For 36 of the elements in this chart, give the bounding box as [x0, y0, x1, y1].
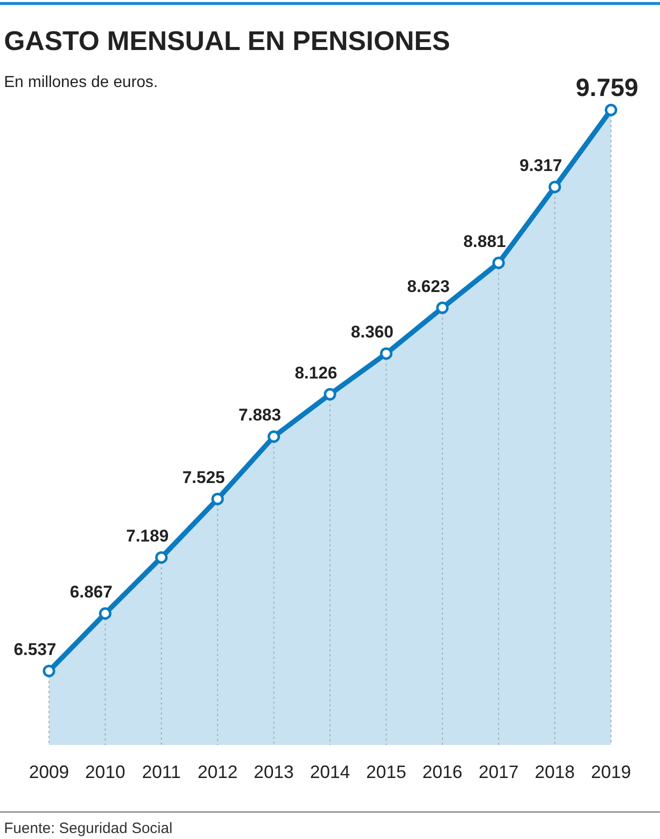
- data-label: 7.189: [126, 526, 169, 546]
- x-tick-label: 2015: [366, 762, 406, 782]
- point: [492, 256, 505, 270]
- data-label: 7.525: [182, 468, 225, 487]
- data-label: 8.623: [407, 276, 450, 296]
- point: [436, 302, 449, 314]
- point: [324, 388, 336, 401]
- x-tick-label: 2012: [198, 762, 238, 782]
- data-label: 8.360: [350, 322, 394, 342]
- data-label: 8.126: [294, 363, 338, 382]
- chart-subtitle: En millones de euros.: [4, 74, 158, 91]
- point: [268, 430, 280, 443]
- data-label: 6.867: [70, 582, 112, 602]
- data-label: 9.317: [520, 156, 562, 175]
- data-label: 7.883: [238, 406, 282, 425]
- x-tick-label: 2013: [254, 762, 294, 782]
- x-tick-label: 2011: [142, 762, 181, 782]
- x-tick-label: 2009: [28, 762, 70, 782]
- x-tick-label: 2017: [478, 762, 519, 782]
- x-tick-label: 2018: [534, 762, 575, 782]
- point: [380, 347, 392, 360]
- point: [604, 104, 618, 116]
- x-tick-label: 2016: [422, 762, 462, 782]
- x-tick-label: 2010: [85, 762, 126, 782]
- point: [98, 607, 112, 620]
- point: [42, 664, 56, 678]
- data-label: 8.881: [463, 232, 506, 251]
- annotation: Fuente: Seguridad Social: [4, 820, 172, 837]
- point: [211, 492, 224, 506]
- point: [548, 180, 562, 194]
- chart-title: GASTO MENSUAL EN PENSIONES: [4, 26, 450, 56]
- data-label: 6.537: [14, 640, 56, 659]
- data-label: 9.759: [576, 74, 638, 102]
- point: [155, 551, 168, 564]
- x-tick-label: 2019: [590, 762, 632, 782]
- x-tick-label: 2014: [310, 762, 350, 782]
